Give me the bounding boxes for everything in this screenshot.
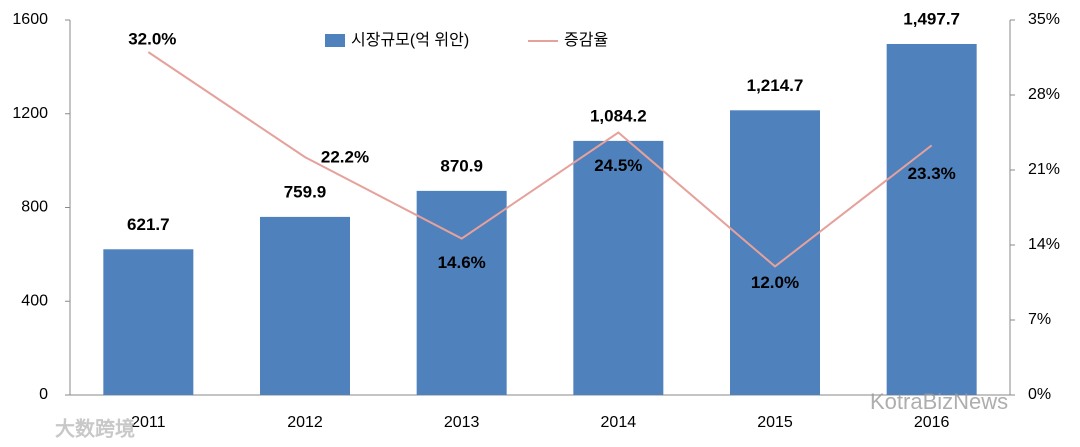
y-tick-label: 800	[21, 199, 48, 216]
x-tick-label: 2015	[757, 414, 793, 431]
bar	[103, 249, 194, 395]
y-tick-label: 1200	[12, 105, 48, 122]
data-label: 1,214.7	[747, 76, 804, 95]
data-label: 1,497.7	[903, 9, 960, 28]
data-label: 759.9	[284, 182, 327, 201]
data-label: 14.6%	[438, 253, 486, 272]
bar	[260, 216, 350, 395]
y-tick-label: 400	[21, 292, 48, 309]
y2-tick-label: 35%	[1028, 11, 1060, 28]
data-label: 621.7	[127, 215, 170, 234]
x-tick-label: 2013	[444, 414, 480, 431]
data-label: 24.5%	[594, 156, 642, 175]
data-label: 870.9	[440, 156, 483, 175]
bar	[730, 110, 820, 395]
watermark: 大数跨境	[55, 416, 135, 440]
bar	[573, 140, 664, 395]
x-tick-label: 2014	[601, 414, 637, 431]
data-label: 1,084.2	[590, 106, 647, 125]
y2-tick-label: 28%	[1028, 86, 1060, 103]
y-tick-label: 1600	[12, 11, 48, 28]
y2-tick-label: 7%	[1028, 311, 1051, 328]
legend-label: 시장규모(억 위안)	[351, 31, 469, 49]
bar	[416, 190, 507, 395]
y2-tick-label: 14%	[1028, 236, 1060, 253]
bar	[886, 43, 977, 395]
data-label: 23.3%	[908, 164, 956, 183]
line	[147, 51, 933, 268]
watermark: KotraBizNews	[870, 389, 1008, 414]
x-tick-label: 2012	[287, 414, 323, 431]
y-tick-label: 0	[39, 386, 48, 403]
data-label: 22.2%	[321, 148, 369, 167]
x-tick-label: 2011	[131, 414, 166, 431]
y2-tick-label: 0%	[1028, 386, 1051, 403]
legend-label: 증감율	[564, 31, 608, 49]
legend-swatch	[325, 34, 345, 47]
y2-tick-label: 21%	[1028, 161, 1060, 178]
data-label: 12.0%	[751, 273, 799, 292]
x-tick-label: 2016	[914, 414, 950, 431]
data-label: 32.0%	[128, 30, 176, 49]
